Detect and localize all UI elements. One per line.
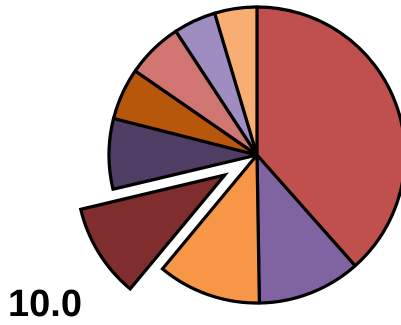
pie-slice-8: [212, 5, 259, 156]
pie-slice-1: [255, 150, 358, 305]
pie-slice-0: [255, 5, 401, 269]
data-label-0: 10.0: [8, 283, 82, 325]
pie-data-labels: 10.0: [8, 283, 82, 325]
pie-slices: [78, 5, 401, 305]
pie-slice-3: [78, 172, 230, 292]
pie-slice-2: [160, 150, 262, 305]
